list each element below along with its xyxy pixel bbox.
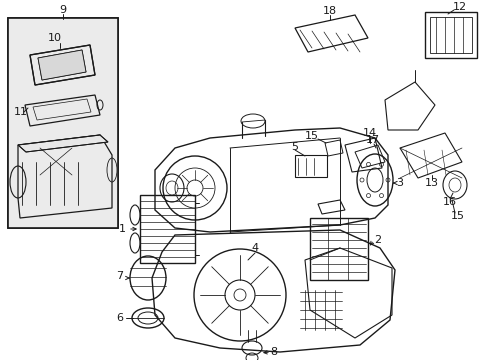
Bar [8,18,118,228]
Text: 6: 6 [116,313,123,323]
Bar [8,18,118,228]
Bar [8,18,118,228]
Text: 12: 12 [452,2,466,12]
Text: 16: 16 [442,197,456,207]
Text: 9: 9 [60,5,66,15]
Text: 10: 10 [48,33,62,43]
Text: 8: 8 [270,347,277,357]
Text: 13: 13 [424,178,438,188]
Text: 3: 3 [396,178,403,188]
Polygon shape [18,135,108,152]
Bar [424,12,476,58]
Text: 14: 14 [362,128,376,138]
Bar [140,195,195,263]
Text: 18: 18 [322,6,336,16]
Text: 11: 11 [14,107,28,117]
Text: 7: 7 [116,271,123,281]
Text: 15: 15 [305,131,318,141]
Text: 15: 15 [450,211,464,221]
Polygon shape [38,50,86,80]
Text: 17: 17 [365,135,379,145]
Bar [429,17,471,53]
Text: 2: 2 [374,235,381,245]
Text: 5: 5 [291,142,298,152]
Bar [309,218,367,280]
Bar [294,155,326,177]
Text: 1: 1 [118,224,125,234]
Text: 4: 4 [251,243,258,253]
